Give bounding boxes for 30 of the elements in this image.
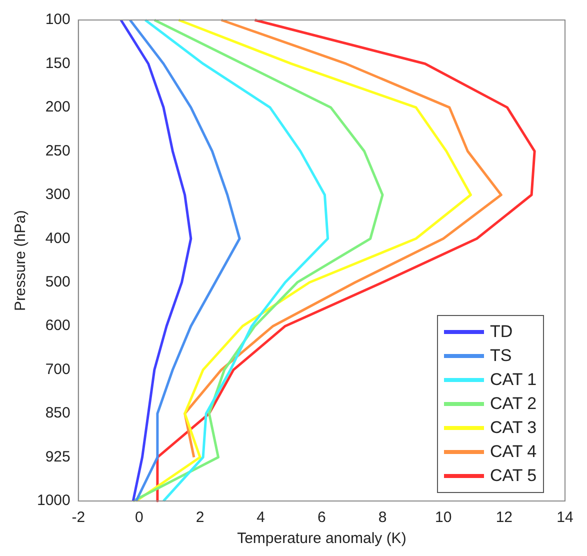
y-tick-label: 250 [45,142,70,160]
legend-label: CAT 2 [490,393,537,415]
x-tick-label: 14 [556,509,574,526]
y-tick-label: 600 [45,317,70,334]
x-tick-label: 6 [318,509,326,526]
x-tick-label: 12 [496,509,513,526]
y-tick-label: 200 [45,98,70,116]
x-tick-label: 2 [196,509,204,526]
legend-label: CAT 5 [490,465,537,487]
legend-label: CAT 1 [490,369,537,391]
y-tick-label: 925 [45,448,70,466]
legend-label: CAT 4 [490,441,537,463]
y-axis-title: Pressure (hPa) [12,210,30,311]
y-tick-label: 850 [45,404,70,422]
x-tick-label: 8 [378,509,387,526]
x-tick-label: -2 [72,509,86,526]
legend-label: TD [490,321,513,343]
x-tick-label: 0 [135,509,144,526]
legend-label: CAT 3 [490,417,537,439]
legend-label: TS [490,345,512,367]
x-axis-title: Temperature anomaly (K) [237,530,406,548]
y-tick-label: 500 [45,274,70,291]
y-tick-label: 1000 [36,492,70,510]
y-tick-label: 300 [45,186,70,204]
y-tick-label: 700 [45,360,70,378]
x-tick-label: 10 [435,509,452,526]
x-tick-label: 4 [256,509,266,526]
y-tick-label: 400 [45,230,70,247]
y-tick-label: 100 [45,11,70,28]
y-tick-label: 150 [45,54,70,72]
